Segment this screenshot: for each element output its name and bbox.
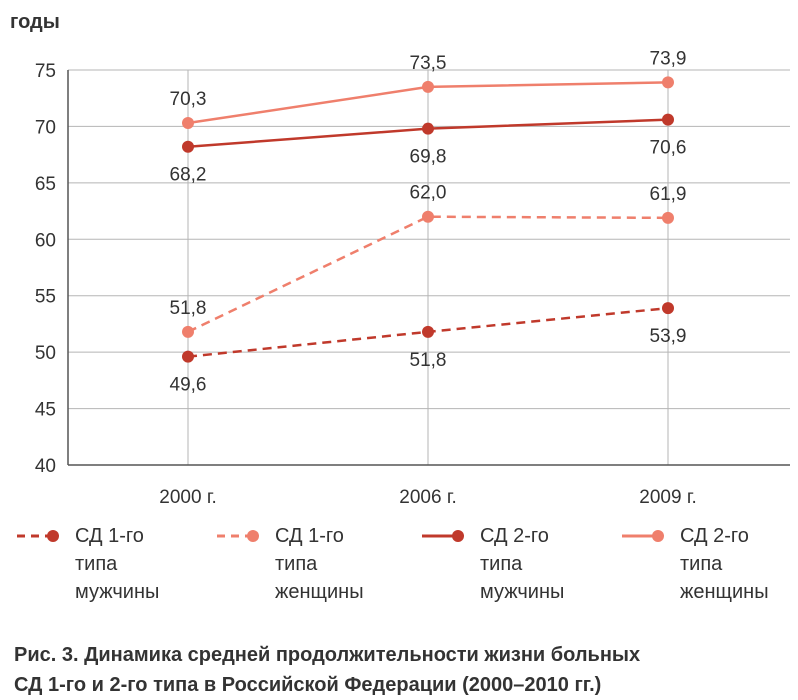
legend-marker [217, 530, 259, 542]
legend-label: мужчины [480, 581, 565, 603]
x-tick-label: 2000 г. [159, 487, 216, 508]
data-label: 68,2 [170, 165, 207, 186]
line-chart: годы 40 45 50 55 60 65 70 75 2000 г. 2006 г. 2009 г… [10, 11, 790, 508]
data-point [182, 117, 194, 130]
data-label: 49,6 [170, 375, 207, 396]
caption-line: Рис. 3. Динамика средней продолжительнос… [14, 644, 641, 666]
data-label: 70,3 [170, 89, 207, 110]
legend-label: женщины [680, 581, 769, 603]
data-point [662, 76, 674, 89]
data-point [182, 140, 194, 153]
data-label: 62,0 [410, 183, 447, 204]
legend-label: СД 2-го [680, 525, 749, 547]
legend-marker [17, 530, 59, 542]
y-tick-label: 70 [35, 117, 56, 138]
data-label: 51,8 [410, 350, 447, 371]
data-label: 51,8 [170, 298, 207, 319]
y-axis-label: годы [10, 11, 60, 33]
data-label: 73,5 [410, 53, 447, 74]
data-point [662, 113, 674, 126]
legend-marker [422, 530, 464, 542]
legend-label: женщины [275, 581, 364, 603]
caption-line: СД 1-го и 2-го типа в Российской Федерац… [14, 674, 602, 696]
legend-marker [622, 530, 664, 542]
legend-label: типа [480, 553, 523, 575]
x-tick-label: 2009 г. [639, 487, 696, 508]
data-point [182, 325, 194, 338]
data-label: 69,8 [410, 147, 447, 168]
data-point [422, 325, 434, 338]
legend-label: СД 2-го [480, 525, 549, 547]
data-label: 61,9 [650, 184, 687, 205]
data-point [422, 122, 434, 135]
figure-caption: Рис. 3. Динамика средней продолжительнос… [14, 640, 794, 700]
y-tick-label: 60 [35, 230, 56, 251]
series-line [187, 215, 669, 333]
data-label: 53,9 [650, 326, 687, 347]
legend-label: СД 1-го [75, 525, 144, 547]
legend-label: типа [680, 553, 723, 575]
y-tick-label: 75 [35, 61, 56, 82]
legend-label: СД 1-го [275, 525, 344, 547]
legend-label: типа [75, 553, 118, 575]
y-tick-label: 55 [35, 287, 56, 308]
data-label: 70,6 [650, 138, 687, 159]
data-point [422, 210, 434, 223]
legend-label: типа [275, 553, 318, 575]
y-tick-label: 50 [35, 343, 56, 364]
data-point [422, 80, 434, 93]
data-label: 73,9 [650, 48, 687, 69]
data-point [662, 211, 674, 224]
y-tick-label: 40 [35, 456, 56, 477]
y-tick-label: 65 [35, 174, 56, 195]
legend-label: мужчины [75, 581, 160, 603]
x-tick-label: 2006 г. [399, 487, 456, 508]
data-point [182, 350, 194, 363]
data-point [662, 302, 674, 315]
y-tick-label: 45 [35, 400, 56, 421]
